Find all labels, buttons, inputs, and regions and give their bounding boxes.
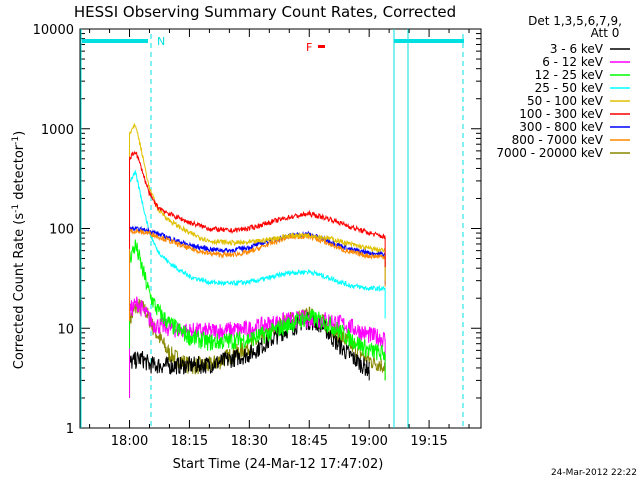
timestamp: 24-Mar-2012 22:22 [551,468,637,478]
x-tick-label: 18:45 [291,434,328,449]
y-axis-label: Corrected Count Rate (s-1 detector-1) [11,131,27,369]
legend-label: 800 - 7000 keV [512,133,604,147]
y-tick-label: 1000 [41,123,74,138]
night-marker-label: N [157,35,165,48]
y-tick-label: 1 [66,422,74,437]
flare-marker-label: F [306,41,312,54]
legend-label: 12 - 25 keV [535,68,604,82]
legend-label: 50 - 100 keV [527,94,604,108]
legend-label: 300 - 800 keV [519,120,603,134]
series-layer [129,122,386,398]
legend-label: 25 - 50 keV [535,81,604,95]
series-line [129,298,386,375]
x-tick-label: 18:15 [171,434,208,449]
x-axis-label: Start Time (24-Mar-12 17:47:02) [173,457,384,472]
y-tick-label: 10 [57,322,74,337]
y-tick-label: 10000 [33,23,74,38]
series-line [129,312,370,377]
y-tick-label: 100 [49,223,74,238]
series-line [129,228,386,260]
legend-label: 6 - 12 keV [542,55,604,69]
x-tick-label: 19:15 [410,434,447,449]
legend-header-line2: Att 0 [591,26,620,40]
legend-header-line1: Det 1,3,5,6,7,9, [528,14,622,28]
x-tick-label: 19:00 [350,434,387,449]
series-line [129,169,386,293]
flare-bar [318,45,325,48]
series-line [129,150,386,240]
series-line [129,239,386,361]
x-tick-label: 18:30 [231,434,268,449]
night-bar-left [82,39,148,43]
series-line [129,122,386,254]
chart-title: HESSI Observing Summary Count Rates, Cor… [74,3,456,21]
x-tick-label: 18:00 [111,434,148,449]
axes-layer: 1 10 100 1000 10000 18:00 18:15 18:30 18:45 19:00… [33,23,482,449]
night-bar-right [394,39,464,43]
legend-label: 100 - 300 keV [519,107,603,121]
legend-label: 3 - 6 keV [550,42,604,56]
legend-label: 7000 - 20000 keV [496,146,603,160]
